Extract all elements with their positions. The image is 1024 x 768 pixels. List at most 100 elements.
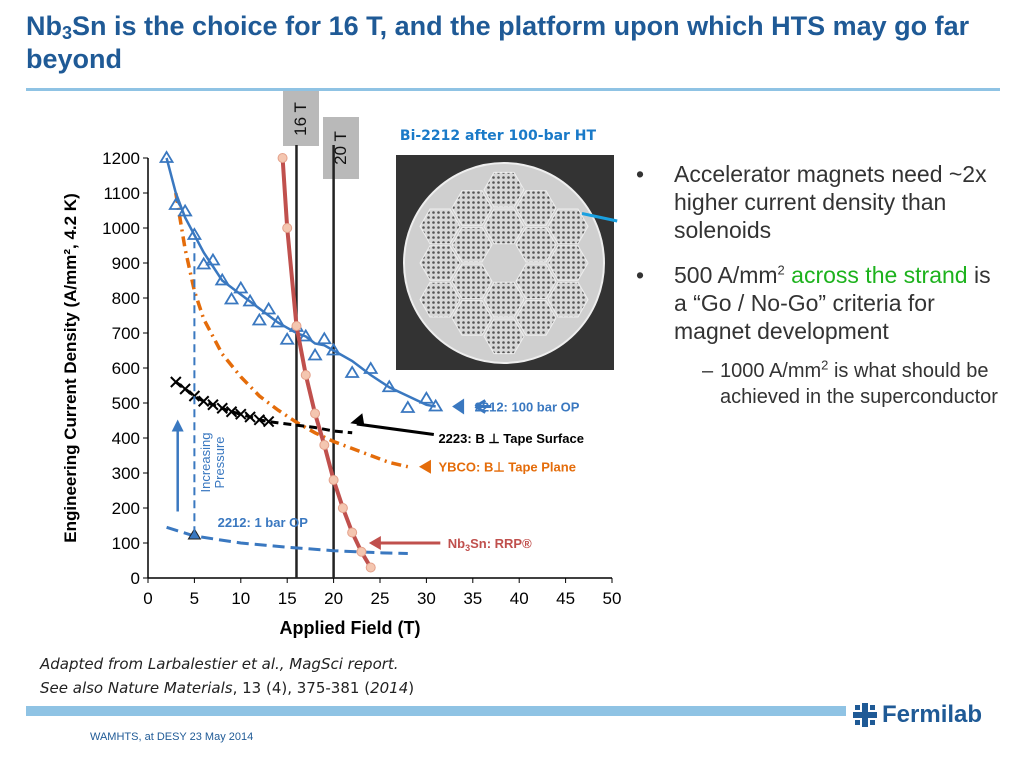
filament-bundle (547, 281, 589, 318)
filament-bundle (451, 190, 493, 226)
filament-bundle (515, 300, 557, 336)
y-tick-label: 0 (131, 569, 140, 588)
series-2212-100bar-marker (223, 291, 240, 305)
series-2223-marker (170, 376, 182, 388)
filament-bundle (451, 226, 493, 263)
label-2212-100bar-arrowhead (452, 398, 465, 415)
label-2212-1bar: 2212: 1 bar OP (218, 515, 309, 530)
series-2212-100bar-marker (381, 379, 397, 393)
filament-bundle (547, 208, 589, 245)
y-axis-label: Engineering Current Density (A/mm², 4.2 … (61, 193, 80, 543)
label-2212-100bar-arrow (474, 399, 492, 414)
filament-bundle (419, 208, 461, 245)
series-2212-100bar-marker (400, 400, 416, 413)
y-tick-label: 200 (112, 499, 140, 518)
footer-divider (26, 706, 846, 716)
series-nb3sn-marker (328, 475, 339, 485)
series-2223-marker (253, 414, 266, 426)
series-nb3sn-marker (337, 503, 348, 513)
pressure-arrowhead (171, 419, 184, 432)
fermilab-logo: Fermilab (852, 698, 982, 732)
bi2212-micrograph (396, 155, 614, 370)
series-nb3sn-marker (319, 440, 330, 450)
bullet-text: is a “Go / No-Go” criteria for magnet de… (674, 262, 991, 344)
superscript: 2 (821, 357, 829, 373)
bullet-list: • Accelerator magnets need ~2x higher cu… (636, 160, 1006, 410)
series-2212-100bar-marker (158, 150, 175, 163)
series-2212-100bar-marker (307, 347, 323, 361)
filament-bundle (451, 263, 493, 300)
fermilab-snowflake-icon (853, 703, 877, 727)
y-tick-label: 700 (112, 324, 140, 343)
series-2212-100bar-marker (251, 312, 267, 326)
filament-bundle (515, 263, 557, 300)
sub-bullet-item: – 1000 A/mm2 is what should be achieved … (636, 358, 1006, 410)
filament-bundle (515, 190, 557, 226)
citation-line-1: Adapted from Larbalestier et al., MagSci… (40, 655, 399, 673)
series-2212-100bar-marker (261, 301, 277, 315)
x-tick-label: 30 (417, 589, 436, 608)
series-2223-marker (235, 408, 247, 420)
bullet-text: 500 A/mm (674, 262, 778, 288)
series-nb3sn-marker (347, 527, 358, 538)
series-2212-100bar-marker (279, 332, 295, 345)
series-2223-marker (179, 383, 191, 395)
bullet-item: • 500 A/mm2 across the strand is a “Go /… (636, 261, 1006, 345)
series-2212-100bar-marker (363, 361, 379, 374)
bullet-text: Accelerator magnets need ~2x higher curr… (674, 161, 987, 243)
label-2223-arrow (356, 422, 435, 436)
slide-title: Nb3Sn is the choice for 16 T, and the pl… (26, 11, 970, 74)
tag-20t: 20 T (323, 117, 359, 179)
x-tick-label: 10 (231, 589, 250, 608)
x-tick-label: 35 (463, 589, 482, 608)
y-tick-label: 500 (112, 394, 140, 413)
y-tick-label: 800 (112, 289, 140, 308)
series-2223-marker (262, 415, 275, 428)
superscript: 2 (777, 262, 785, 278)
label-ybco: YBCO: B⊥ Tape Plane (438, 460, 576, 475)
series-2223-marker (225, 406, 238, 418)
filament-bundle (483, 171, 525, 208)
highlight-text: across the strand (791, 262, 968, 288)
series-2223-marker (207, 399, 219, 411)
label-2223-arrowhead (350, 413, 365, 426)
series-nb3sn-marker (282, 223, 293, 233)
filament-bundle (419, 245, 461, 281)
jc-vs-field-chart: 0100200300400500600700800900100011001200… (61, 145, 621, 638)
x-tick-label: 20 (324, 589, 343, 608)
micrograph-image (396, 155, 614, 370)
series-2212-100bar-marker (233, 280, 249, 294)
filament-bundle (515, 226, 557, 263)
series-nb3sn-marker (291, 321, 302, 331)
sub-bullet-dash: – (702, 360, 714, 382)
series-2223-marker (197, 395, 210, 407)
filament-bundle (483, 281, 525, 318)
series-2212-100bar-marker (298, 328, 314, 342)
label-nb3sn: Nb3Sn: RRP® (448, 536, 532, 553)
series-2212-100bar-marker (205, 252, 221, 266)
y-tick-label: 100 (112, 534, 140, 553)
series-2212-100bar-line (165, 157, 436, 408)
series-2223-marker (188, 390, 201, 402)
y-tick-label: 1200 (102, 149, 140, 168)
sub-bullet-text: is what should be achieved in the superc… (720, 360, 998, 408)
series-2223-marker (244, 411, 256, 423)
x-tick-label: 15 (278, 589, 297, 608)
series-nb3sn-marker (300, 370, 311, 380)
series-2212-100bar-marker (326, 342, 342, 356)
y-tick-label: 900 (112, 254, 140, 273)
bullet-dot: • (636, 161, 645, 187)
x-tick-label: 45 (556, 589, 575, 608)
citation: Adapted from Larbalestier et al., MagSci… (40, 652, 600, 700)
x-axis-label: Applied Field (T) (280, 618, 421, 638)
bullet-item: • Accelerator magnets need ~2x higher cu… (636, 160, 1006, 244)
bullet-dot: • (636, 262, 645, 288)
sub-bullet-text: 1000 A/mm (720, 360, 822, 382)
label-2223: 2223: B ⊥ Tape Surface (438, 431, 583, 446)
citation-year: 2014 (370, 679, 409, 697)
series-2212-100bar-marker (270, 314, 286, 328)
series-2212-100bar-marker (168, 197, 184, 210)
filament-bundle (547, 245, 589, 281)
series-2212-100bar-marker (214, 272, 230, 286)
filament-bundle (451, 300, 493, 336)
